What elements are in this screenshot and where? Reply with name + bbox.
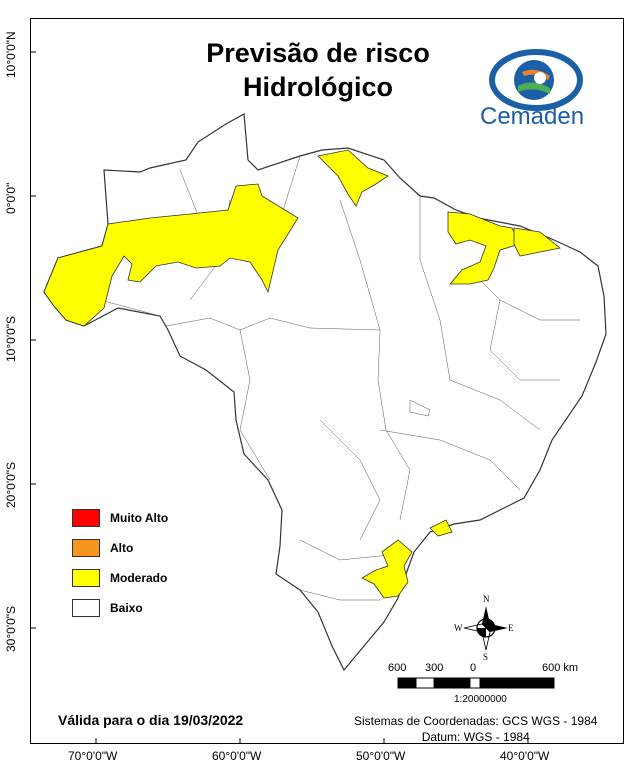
valid-date: Válida para o dia 19/03/2022: [58, 712, 244, 728]
east-label: E: [508, 623, 514, 633]
coordinate-system-line2: Datum: WGS - 1984: [421, 730, 530, 744]
lon-label-60w: 60°0'0"W: [212, 749, 262, 763]
scale-label-600-km: 600 km: [542, 662, 579, 674]
legend-swatch-alto: [72, 539, 100, 557]
lon-label-40w: 40°0'0"W: [500, 749, 550, 763]
logo-text: Cemaden: [480, 103, 585, 130]
cemaden-logo-icon: [489, 49, 583, 111]
moderado-amazonas: [43, 183, 299, 327]
legend-item-muito-alto: Muito Alto: [72, 508, 168, 528]
legend-label-moderado: Moderado: [110, 571, 168, 585]
legend-item-baixo: Baixo: [72, 598, 143, 618]
title-line1: Previsão de risco: [206, 38, 430, 68]
legend-label-muito-alto: Muito Alto: [110, 511, 169, 525]
west-label: W: [454, 623, 463, 633]
legend-swatch-muito-alto: [72, 509, 100, 527]
legend-item-alto: Alto: [72, 538, 133, 558]
legend-swatch-moderado: [72, 569, 100, 587]
moderado-santa-catarina: [361, 539, 413, 599]
legend-label-alto: Alto: [110, 541, 134, 555]
scale-ratio: 1:20000000: [454, 694, 507, 705]
moderado-ceara: [513, 227, 561, 257]
lon-label-70w: 70°0'0"W: [68, 749, 118, 763]
moderado-maranhao: [447, 211, 521, 285]
moderado-regions: [43, 149, 561, 599]
lon-label-50w: 50°0'0"W: [356, 749, 406, 763]
municipal-boundaries: [43, 155, 580, 601]
map-title: Previsão de risco Hidrológico: [148, 36, 488, 104]
coordinate-system-line1: Sistemas de Coordenadas: GCS WGS - 1984: [354, 714, 598, 728]
legend-item-moderado: Moderado: [72, 568, 167, 588]
moderado-sao-paulo-coast: [429, 519, 453, 537]
scale-bar: [397, 677, 555, 689]
north-label: N: [483, 594, 490, 604]
north-arrow: [463, 606, 508, 651]
title-line2: Hidrológico: [243, 72, 393, 102]
scale-label-600-left: 600: [388, 662, 407, 674]
south-label: S: [483, 652, 488, 662]
legend-label-baixo: Baixo: [110, 601, 143, 615]
scale-label-300: 300: [425, 662, 444, 674]
moderado-roraima: [317, 149, 389, 207]
legend-swatch-baixo: [72, 599, 100, 617]
scale-label-0: 0: [470, 662, 477, 674]
coordinate-system: Sistemas de Coordenadas: GCS WGS - 1984 …: [354, 713, 597, 745]
